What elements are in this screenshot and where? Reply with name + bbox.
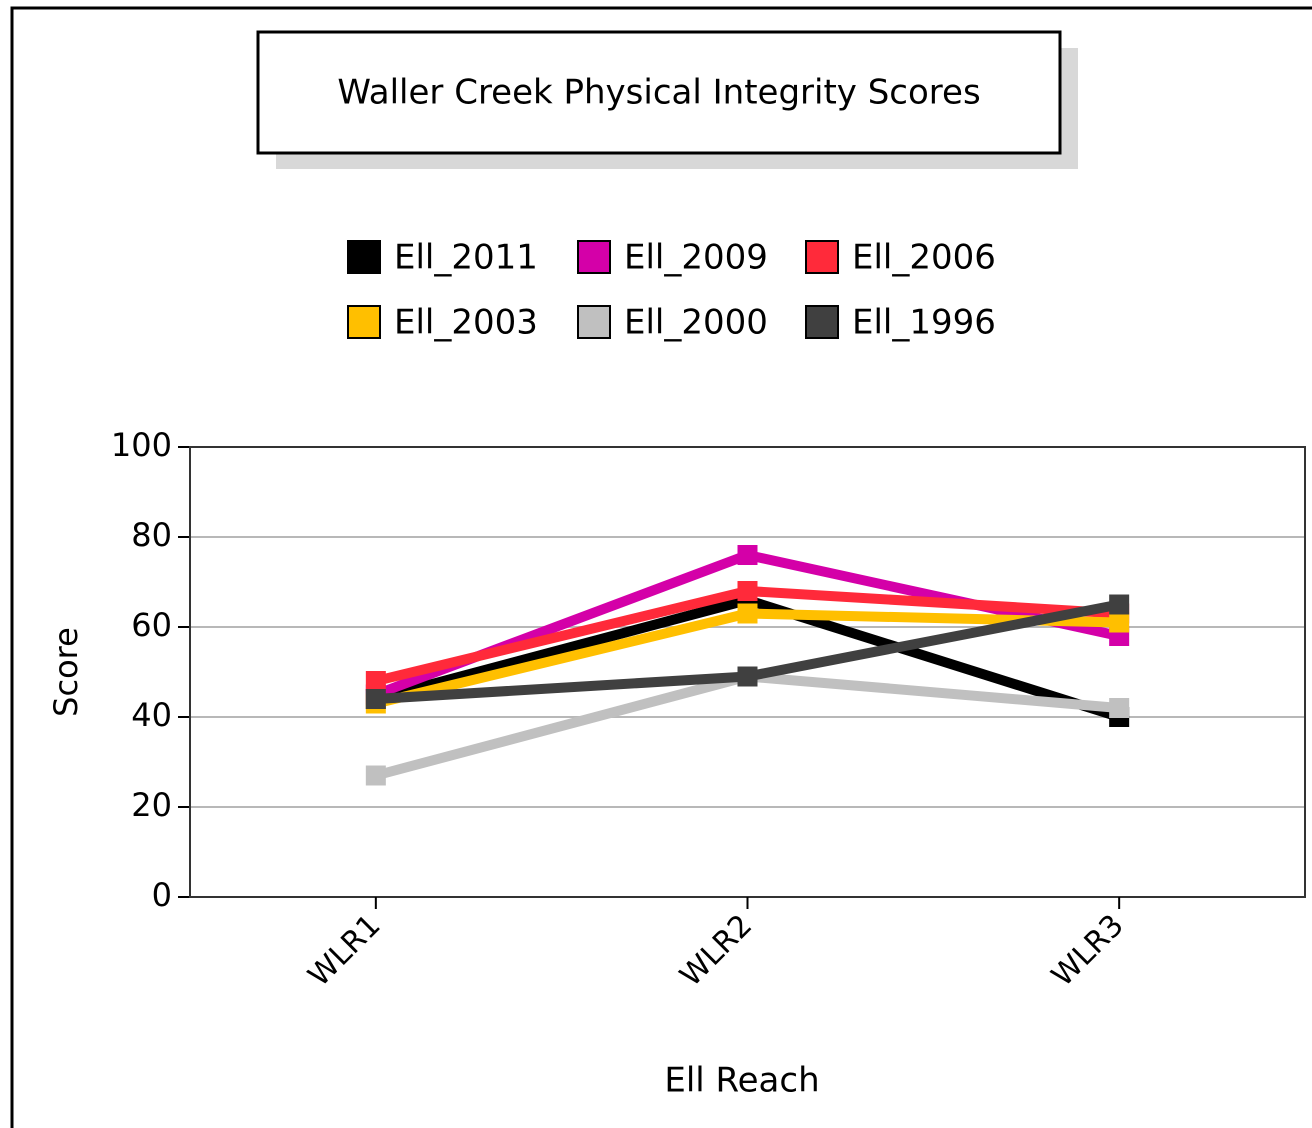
chart-title: Waller Creek Physical Integrity Scores <box>337 73 980 113</box>
legend-label: Ell_2009 <box>624 238 768 278</box>
y-tick-label: 80 <box>131 516 172 554</box>
legend-label: Ell_1996 <box>852 303 996 343</box>
point-marker <box>737 581 758 601</box>
point-marker <box>737 666 758 687</box>
point-marker <box>1109 698 1130 718</box>
y-axis-label: Score <box>47 627 85 717</box>
x-axis-label: Ell Reach <box>664 1061 819 1101</box>
point-marker <box>737 603 758 624</box>
point-marker <box>1109 612 1130 633</box>
y-tick-label: 0 <box>152 876 172 914</box>
title-box <box>256 30 1062 155</box>
legend-swatch <box>347 240 381 274</box>
point-marker <box>1109 594 1130 615</box>
legend-swatch <box>805 305 839 339</box>
point-marker <box>365 765 386 786</box>
legend-label: Ell_2011 <box>394 238 538 278</box>
legend-swatch <box>577 240 611 274</box>
y-tick-label: 40 <box>131 696 172 734</box>
y-tick-label: 60 <box>131 606 172 644</box>
legend-swatch <box>347 305 381 339</box>
legend-label: Ell_2003 <box>394 303 538 343</box>
legend-label: Ell_2006 <box>852 238 996 278</box>
point-marker <box>365 671 386 691</box>
point-marker <box>365 689 386 709</box>
y-tick-label: 20 <box>131 786 172 824</box>
point-marker <box>737 545 758 565</box>
legend-label: Ell_2000 <box>624 303 768 343</box>
legend-swatch <box>805 240 839 274</box>
y-tick-label: 100 <box>111 426 172 464</box>
legend-swatch <box>577 305 611 339</box>
